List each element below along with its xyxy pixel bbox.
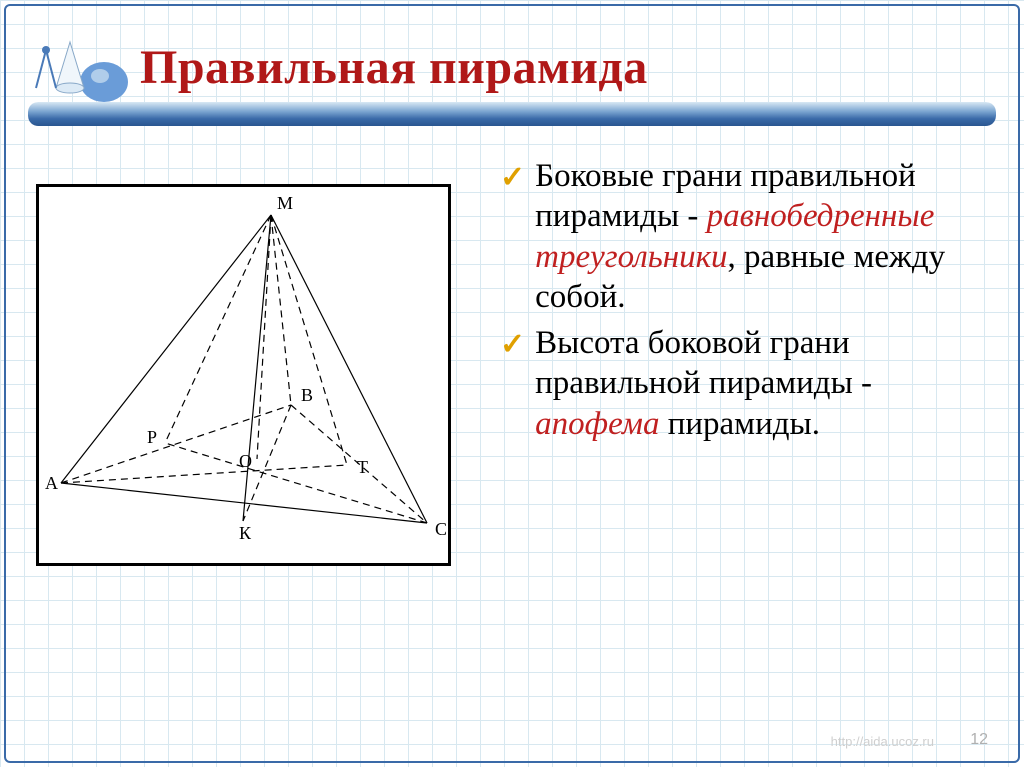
bullet-text: Высота боковой грани правильной пирамиды…: [535, 323, 988, 444]
bullet-text: Боковые грани правильной пирамиды - равн…: [535, 156, 988, 317]
svg-text:Р: Р: [147, 427, 157, 447]
title-bar: Правильная пирамида: [28, 22, 996, 112]
header-icons: [28, 32, 128, 102]
bullet-item: ✓ Боковые грани правильной пирамиды - ра…: [500, 156, 988, 317]
svg-text:К: К: [239, 523, 252, 543]
check-icon: ✓: [500, 160, 525, 197]
svg-text:А: А: [45, 473, 58, 493]
bullet-post: пирамиды.: [659, 406, 819, 442]
bullet-pre: Высота боковой грани правильной пирамиды…: [535, 325, 872, 401]
bullet-em: апофема: [535, 406, 659, 442]
svg-text:О: О: [239, 451, 252, 471]
svg-text:С: С: [435, 519, 447, 539]
check-icon: ✓: [500, 327, 525, 364]
svg-text:В: В: [301, 385, 313, 405]
pyramid-diagram: М А В С Р Т К О: [36, 184, 451, 566]
bullet-item: ✓ Высота боковой грани правильной пирами…: [500, 323, 988, 444]
bullet-list: ✓ Боковые грани правильной пирамиды - ра…: [500, 156, 988, 450]
svg-text:Т: Т: [357, 457, 368, 477]
svg-text:М: М: [277, 193, 293, 213]
page-number: 12: [970, 731, 988, 749]
watermark: http://aida.ucoz.ru: [831, 734, 934, 749]
slide-title: Правильная пирамида: [140, 40, 648, 95]
